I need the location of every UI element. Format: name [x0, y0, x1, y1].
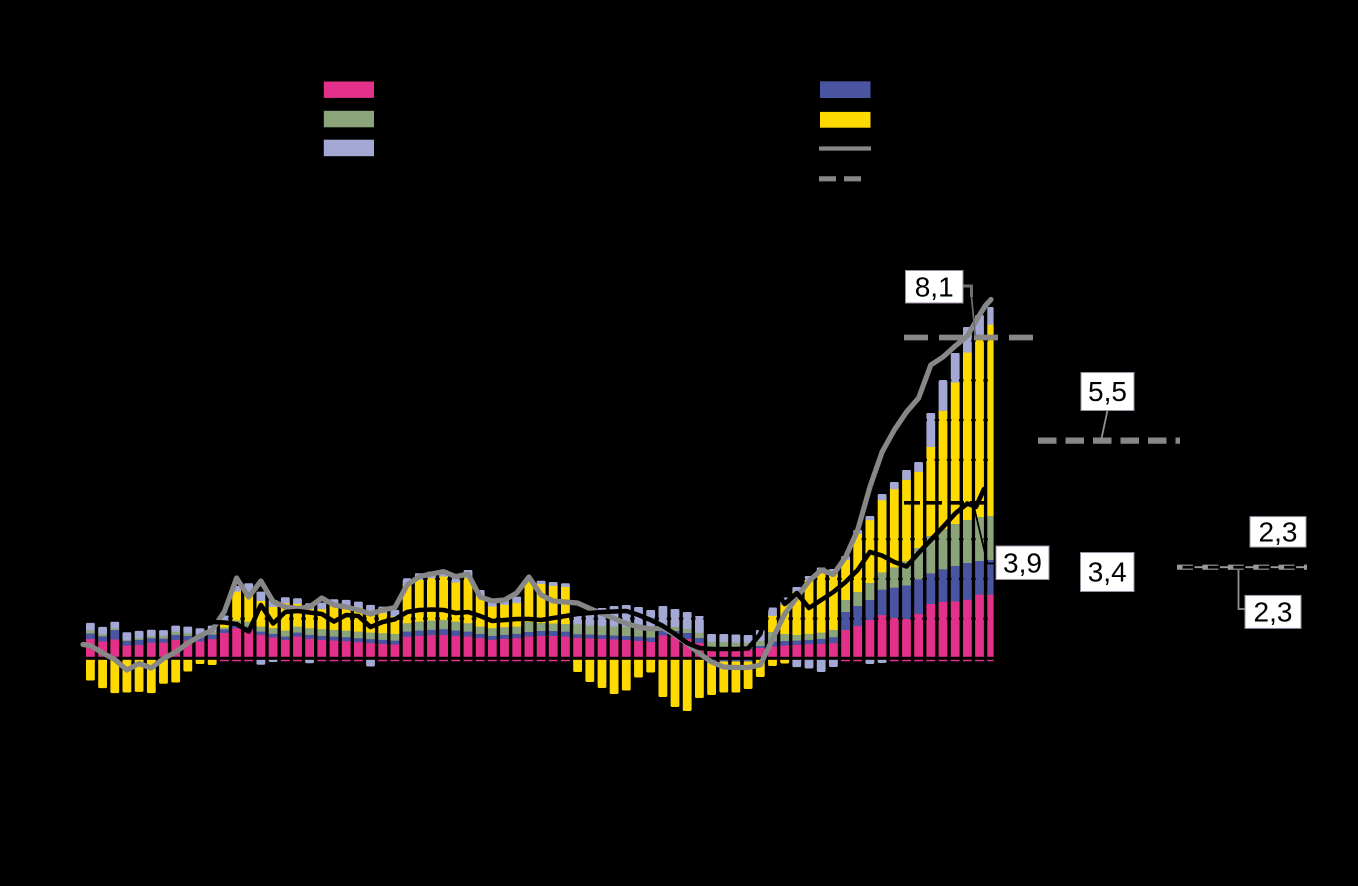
- svg-text:5,5: 5,5: [1088, 376, 1127, 407]
- svg-text:2,3: 2,3: [1254, 596, 1293, 627]
- svg-text:2,3: 2,3: [1259, 516, 1298, 547]
- svg-text:3,4: 3,4: [1088, 557, 1127, 588]
- svg-text:3,9: 3,9: [1003, 547, 1042, 578]
- svg-text:8,1: 8,1: [915, 271, 954, 302]
